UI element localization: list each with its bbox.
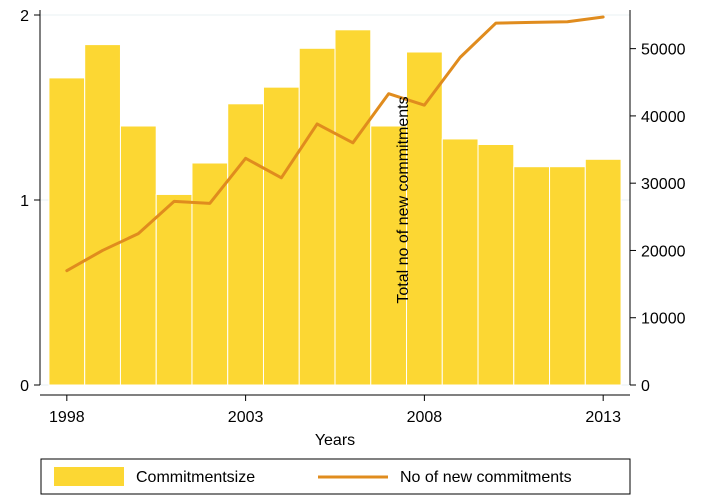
legend-label-commitmentsize: Commitmentsize (136, 469, 255, 486)
bar-7 (298, 47, 336, 386)
y-tick-label-1: 1 (20, 193, 29, 210)
bar-2 (119, 125, 157, 386)
y-tick-label-0: 0 (20, 378, 29, 395)
legend-label-no-of-new-commitments: No of new commitments (400, 469, 572, 486)
y2-tick-label-4: 40000 (641, 109, 686, 126)
bar-14 (549, 166, 586, 386)
bar-0 (48, 77, 86, 386)
y2-tick-label-5: 50000 (641, 42, 686, 59)
x-tick-label-3: 2013 (585, 409, 621, 426)
y2-tick-label-1: 10000 (641, 311, 686, 328)
axes: 0 1 2 0 10000 20000 30000 40000 50000 1998 2003 200… (20, 8, 686, 426)
legend-swatch-commitmentsize (54, 467, 124, 486)
bar-6 (262, 86, 300, 386)
bar-10 (406, 51, 443, 386)
x-tick-label-0: 1998 (49, 409, 85, 426)
x-tick-label-1: 2003 (228, 409, 264, 426)
y2-tick-label-3: 30000 (641, 176, 686, 193)
bar-11 (441, 138, 479, 386)
y2-axis-title: Total no of new commitments (395, 96, 412, 303)
x-axis-title: Years (315, 432, 355, 449)
legend: Commitmentsize No of new commitments (40, 458, 631, 495)
bar-13 (513, 166, 551, 386)
bar-4 (191, 162, 229, 386)
x-tick-label-2: 2008 (407, 409, 443, 426)
bar-8 (334, 29, 372, 386)
bar-9 (370, 125, 408, 386)
line-path (65, 15, 605, 273)
line-series-no-of-new-commitments (65, 15, 605, 273)
bar-3 (155, 193, 193, 386)
y-tick-label-2: 2 (20, 8, 29, 25)
bar-15 (584, 158, 622, 386)
bar-5 (227, 103, 264, 386)
y2-tick-label-2: 20000 (641, 243, 686, 260)
bar-1 (84, 44, 121, 386)
y2-tick-label-0: 0 (641, 378, 650, 395)
bar-12 (477, 144, 515, 386)
bar-series-commitmentsize (48, 29, 622, 386)
